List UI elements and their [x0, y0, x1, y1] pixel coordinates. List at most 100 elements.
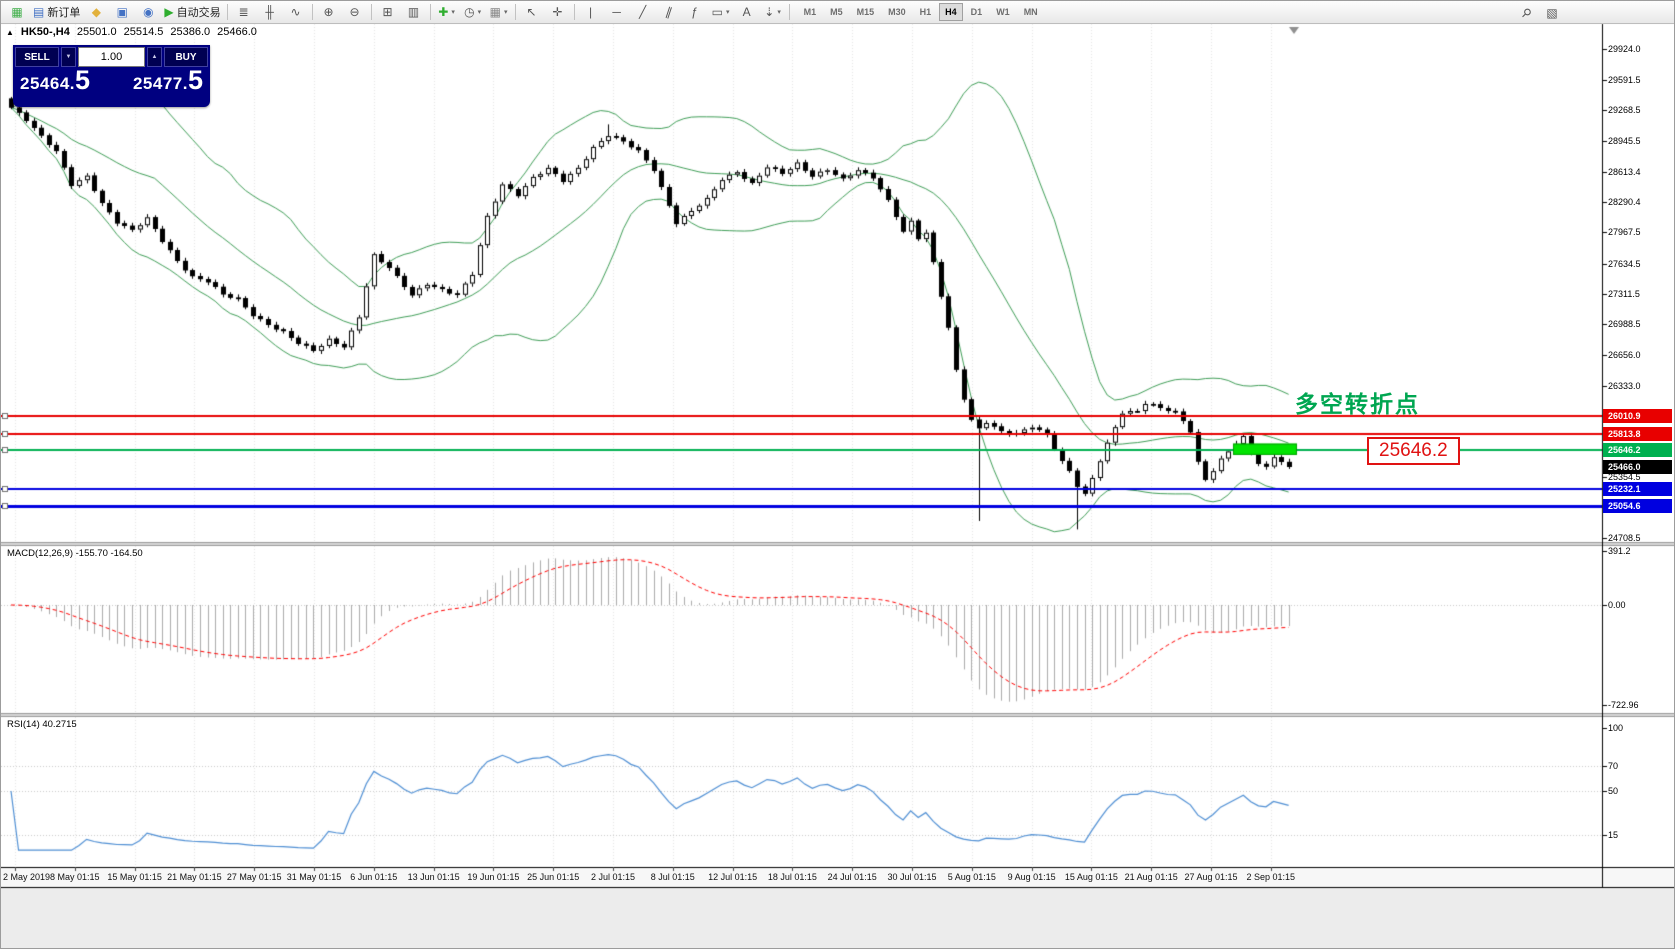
time-tick-label: 5 Aug 01:15: [947, 872, 996, 882]
timeframe-m5[interactable]: M5: [830, 7, 843, 17]
channel-icon-glyph: ∥: [663, 4, 674, 20]
timeframe-w1[interactable]: W1: [996, 7, 1010, 17]
time-tick-label: 9 Aug 01:15: [1007, 872, 1056, 882]
text-label-icon[interactable]: A: [734, 2, 760, 23]
trade-panel-prices: 25464. 5 25477. 5: [15, 67, 208, 94]
volume-decrease-button[interactable]: ▼: [61, 47, 76, 67]
bar-chart-icon-glyph: ≣: [238, 5, 249, 19]
volume-input[interactable]: [78, 47, 145, 67]
mql5-icon[interactable]: ◆: [83, 2, 109, 23]
current-price-tag: 25466.0: [1603, 459, 1672, 474]
macd-indicator-label: MACD(12,26,9) -155.70 -164.50: [7, 548, 143, 559]
time-tick-label: 27 Aug 01:15: [1184, 872, 1238, 882]
search-icon[interactable]: ⚲: [1513, 2, 1539, 23]
new-order-button-label: 新订单: [47, 7, 81, 19]
open-value: 25501.0: [76, 26, 117, 38]
price-tick-label: 26656.0: [1608, 350, 1641, 361]
time-tick-label: 12 Jul 01:15: [708, 872, 758, 882]
timeframe-h1[interactable]: H1: [919, 7, 932, 17]
trendline-icon[interactable]: ╱: [630, 2, 656, 23]
toolbar: ▦ ▤ 新订单 ◆ ▣ ◉ ▶ 自动交易 ≣ ╫ ∿ ⊕ ⊖ ⊞ ▥ ✚ ▾ ◷ ▾ ▦ ▾ ↖ ✛ | ─ ╱ ∥ ƒ ▭ ▾ A ⇣ ▾ M1…: [1, 1, 1674, 24]
bar-chart-icon[interactable]: ≣: [231, 2, 257, 23]
terminal-icon[interactable]: ▣: [109, 2, 135, 23]
text-label-icon-glyph: A: [742, 5, 751, 19]
arrows-icon[interactable]: ⇣ ▾: [760, 2, 786, 23]
sell-button[interactable]: SELL: [15, 47, 59, 67]
time-tick-label: 25 Jun 01:15: [527, 872, 580, 882]
time-tick-label: 18 Jul 01:15: [767, 872, 817, 882]
price-tick-label: 29591.5: [1608, 75, 1641, 86]
level-price-tag: 25646.2: [1603, 443, 1672, 458]
replay-icon[interactable]: ◉: [135, 2, 161, 23]
crosshair-icon[interactable]: ✛: [545, 2, 571, 23]
time-tick-label: 8 May 01:15: [50, 872, 100, 882]
toolbar-separator: [573, 4, 575, 20]
periods-button[interactable]: ◷ ▾: [460, 2, 486, 23]
caret-icon: ▾: [477, 9, 482, 16]
cursor-icon[interactable]: ↖: [519, 2, 545, 23]
volume-increase-button[interactable]: ▲: [147, 47, 162, 67]
templates-glyph: ▦: [489, 5, 501, 19]
tile-windows-icon[interactable]: ⊞: [375, 2, 401, 23]
time-tick-label: 13 Jun 01:15: [407, 872, 460, 882]
templates-button[interactable]: ▦ ▾: [486, 2, 512, 23]
price-tick-label: 28290.4: [1608, 197, 1641, 208]
timeframe-d1[interactable]: D1: [970, 7, 983, 17]
new-order-button[interactable]: ▤ 新订单: [30, 2, 83, 23]
time-tick-label: 31 May 01:15: [286, 872, 342, 882]
shapes-icon[interactable]: ▭ ▾: [708, 2, 734, 23]
new-chart-icon[interactable]: ▧: [1539, 2, 1565, 23]
price-tick-label: 27634.5: [1608, 258, 1641, 269]
autotrade-button[interactable]: ▶ 自动交易: [161, 2, 223, 23]
buy-price-main: 25477.: [132, 74, 188, 93]
chart-annotation-text[interactable]: 多空转折点: [1295, 391, 1420, 417]
replay-icon-glyph: ◉: [143, 5, 154, 19]
timeframe-h4[interactable]: H4: [939, 3, 963, 21]
time-tick-label: 15 Aug 01:15: [1064, 872, 1118, 882]
trendline-icon-glyph: ╱: [638, 5, 647, 19]
zoom-in-icon[interactable]: ⊕: [316, 2, 342, 23]
timeframe-m30[interactable]: M30: [888, 7, 906, 17]
price-tick-label: 29924.0: [1608, 44, 1641, 54]
new-order-glyph: ▤: [33, 5, 45, 19]
toolbar-separator: [370, 4, 372, 20]
buy-button[interactable]: BUY: [164, 47, 208, 67]
level-price-tag: 25232.1: [1603, 481, 1672, 496]
horizontal-line-icon[interactable]: ─: [604, 2, 630, 23]
timeframe-toolbar: M1 M5 M15 M30 H1 H4 D1 W1 MN: [797, 3, 1045, 21]
indicators-button[interactable]: ✚ ▾: [434, 2, 460, 23]
tile-windows-icon-glyph: ⊞: [382, 5, 393, 19]
time-tick-label: 27 May 01:15: [226, 872, 282, 882]
arrows-icon-glyph: ⇣: [764, 5, 775, 19]
fibonacci-icon[interactable]: ƒ: [682, 2, 708, 23]
candlestick-chart-icon-glyph: ╫: [265, 5, 274, 19]
autotrade-glyph: ▶: [164, 5, 174, 19]
timeframe-m15[interactable]: M15: [856, 7, 875, 17]
low-value: 25386.0: [170, 26, 211, 38]
time-tick-label: 21 Aug 01:15: [1124, 872, 1178, 882]
level-price-tag: 25054.6: [1603, 498, 1672, 513]
one-click-trading-panel: SELL ▼ ▲ BUY 25464.5 25477.5: [13, 45, 210, 107]
timeframe-mn[interactable]: MN: [1023, 7, 1038, 17]
toolbar-separator: [788, 4, 790, 20]
price-callout-label[interactable]: 25646.2: [1367, 437, 1460, 465]
caret-icon: ▾: [451, 9, 455, 16]
price-tick-label: 26333.0: [1608, 380, 1641, 391]
price-tick-label: 25354.5: [1608, 472, 1641, 483]
toolbar-separator: [226, 4, 228, 20]
periods-glyph: ◷: [464, 5, 475, 19]
time-tick-label: 8 Jul 01:15: [650, 872, 695, 882]
vertical-line-icon[interactable]: |: [578, 2, 604, 23]
timeframe-m1[interactable]: M1: [803, 7, 817, 17]
time-tick-label: 6 Jun 01:15: [350, 872, 398, 882]
auto-arrange-icon[interactable]: ▥: [401, 2, 427, 23]
time-tick-label: 15 May 01:15: [107, 872, 162, 882]
app-icon-glyph: ▦: [11, 5, 23, 19]
line-chart-icon[interactable]: ∿: [283, 2, 309, 23]
channel-icon[interactable]: ∥: [656, 2, 682, 23]
buy-price: 25477. 5: [132, 67, 203, 94]
app-icon[interactable]: ▦: [4, 2, 30, 23]
candlestick-chart-icon[interactable]: ╫: [257, 2, 283, 23]
zoom-out-icon[interactable]: ⊖: [342, 2, 368, 23]
